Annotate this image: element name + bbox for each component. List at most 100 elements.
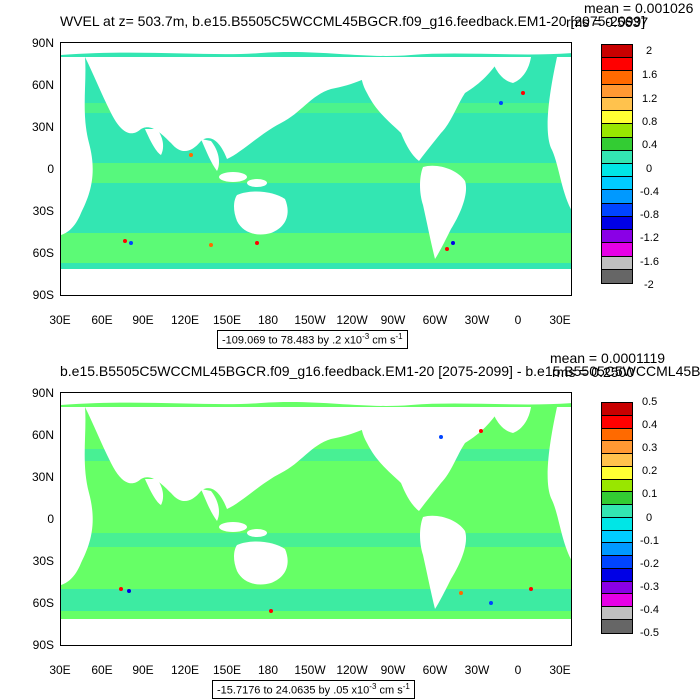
greenland-land — [491, 57, 531, 83]
legend-swatch — [602, 150, 632, 164]
legend-swatch — [602, 190, 632, 204]
top-panel: mean = 0.001026 rms = 0.5637 WVEL at z= … — [31, 0, 693, 349]
legend-swatch — [602, 256, 632, 270]
legend-swatch — [602, 111, 632, 125]
legend-swatch — [602, 479, 632, 493]
x-tick-0: 0 — [514, 663, 522, 677]
legend-label: -0.4 — [640, 604, 659, 616]
africa-right-land — [547, 57, 571, 210]
legend-label: 1.2 — [642, 93, 658, 105]
map-plot — [60, 42, 572, 296]
australia-land — [234, 191, 288, 235]
legend-label: -0.5 — [640, 627, 659, 639]
legend-swatch — [602, 45, 632, 59]
legend-swatch — [602, 403, 632, 416]
legend-label: 0.4 — [642, 419, 658, 431]
x-tick-30e: 30E — [49, 663, 71, 677]
plot-title: b.e15.B5505C5WCCML45BGCR.f09_g16.feedbac… — [60, 363, 700, 379]
north-america-land — [360, 57, 501, 161]
legend-label: 0.8 — [642, 116, 658, 128]
legend-swatch — [602, 58, 632, 72]
legend-swatch — [602, 620, 632, 633]
x-tick-60e: 60E — [91, 663, 113, 677]
greenland-land — [491, 407, 531, 433]
y-tick-90s: 90S — [32, 288, 54, 302]
eurasia-land — [85, 407, 391, 509]
plot-title: WVEL at z= 503.7m, b.e15.B5505C5WCCML45B… — [60, 13, 646, 29]
legend-swatch — [602, 454, 632, 467]
legend-swatch — [602, 543, 632, 557]
color-legend — [601, 44, 633, 284]
legend-label: 0.3 — [642, 442, 658, 454]
legend-swatch — [602, 124, 632, 138]
legend-label: -0.1 — [640, 535, 659, 547]
x-tick-30w: 30W — [464, 663, 490, 677]
x-tick-60w: 60W — [422, 313, 448, 327]
y-tick-0: 0 — [47, 162, 54, 176]
x-tick-30w: 30W — [464, 313, 490, 327]
contour-range-label: -109.069 to 78.483 by .2 x10-3 cm s-1 — [217, 330, 408, 349]
x-tick-60e: 60E — [91, 313, 113, 327]
africa-left-land — [61, 57, 93, 235]
y-tick-60n: 60N — [31, 428, 54, 442]
x-tick-90e: 90E — [132, 663, 154, 677]
legend-swatch — [602, 230, 632, 244]
legend-swatch — [602, 505, 632, 518]
legend-label: -0.8 — [640, 209, 659, 221]
y-tick-30n: 30N — [31, 120, 54, 134]
legend-label: 0.5 — [642, 396, 658, 408]
australia-land — [234, 541, 288, 585]
legend-swatch — [602, 137, 632, 151]
rms-value: rms = 0.2500 — [552, 364, 635, 380]
x-tick-60w: 60W — [422, 663, 448, 677]
legend-swatch — [602, 71, 632, 85]
legend-swatch — [602, 517, 632, 531]
x-tick-150w: 150W — [294, 663, 326, 677]
legend-swatch — [602, 203, 632, 217]
legend-swatch — [602, 568, 632, 582]
map-svg — [61, 43, 571, 295]
legend-swatch — [602, 84, 632, 98]
x-tick-180: 180 — [257, 663, 279, 677]
legend-swatch — [602, 530, 632, 544]
y-tick-90s: 90S — [32, 638, 54, 652]
y-tick-90n: 90N — [31, 386, 54, 400]
south-america-land — [420, 165, 467, 259]
legend-label: -1.6 — [640, 256, 659, 268]
legend-label: 2 — [646, 45, 653, 57]
legend-swatch — [602, 492, 632, 506]
legend-swatch — [602, 243, 632, 257]
legend-label: -0.3 — [640, 581, 659, 593]
x-tick-120w: 120W — [336, 313, 368, 327]
antarctica-land — [61, 269, 571, 295]
legend-label: 0 — [646, 512, 653, 524]
x-tick-150e: 150E — [212, 663, 242, 677]
arctic-land — [61, 393, 571, 406]
x-tick-150e: 150E — [212, 313, 242, 327]
africa-right-land — [547, 407, 571, 560]
x-tick-0: 0 — [514, 313, 522, 327]
legend-swatch — [602, 607, 632, 621]
legend-swatch — [602, 163, 632, 178]
legend-swatch — [602, 269, 632, 283]
legend-swatch — [602, 415, 632, 429]
x-tick-90e: 90E — [132, 313, 154, 327]
africa-left-land — [61, 407, 93, 585]
bottom-panel: mean = 0.0001119 rms = 0.2500 b.e15.B550… — [0, 350, 700, 700]
x-tick-90w: 90W — [380, 313, 406, 327]
legend-swatch — [602, 177, 632, 191]
y-tick-60n: 60N — [31, 78, 54, 92]
legend-swatch — [602, 556, 632, 569]
legend-swatch — [602, 466, 632, 480]
antarctica-land — [61, 619, 571, 645]
legend-label: 0.1 — [642, 488, 658, 500]
legend-swatch — [602, 216, 632, 231]
x-tick-90w: 90W — [380, 663, 406, 677]
legend-label: -0.2 — [640, 558, 659, 570]
y-tick-60s: 60S — [32, 246, 54, 260]
map-svg — [61, 393, 571, 645]
legend-label: -0.4 — [640, 186, 659, 198]
legend-swatch — [602, 594, 632, 608]
x-tick-30e-end: 30E — [549, 663, 571, 677]
y-tick-60s: 60S — [32, 596, 54, 610]
